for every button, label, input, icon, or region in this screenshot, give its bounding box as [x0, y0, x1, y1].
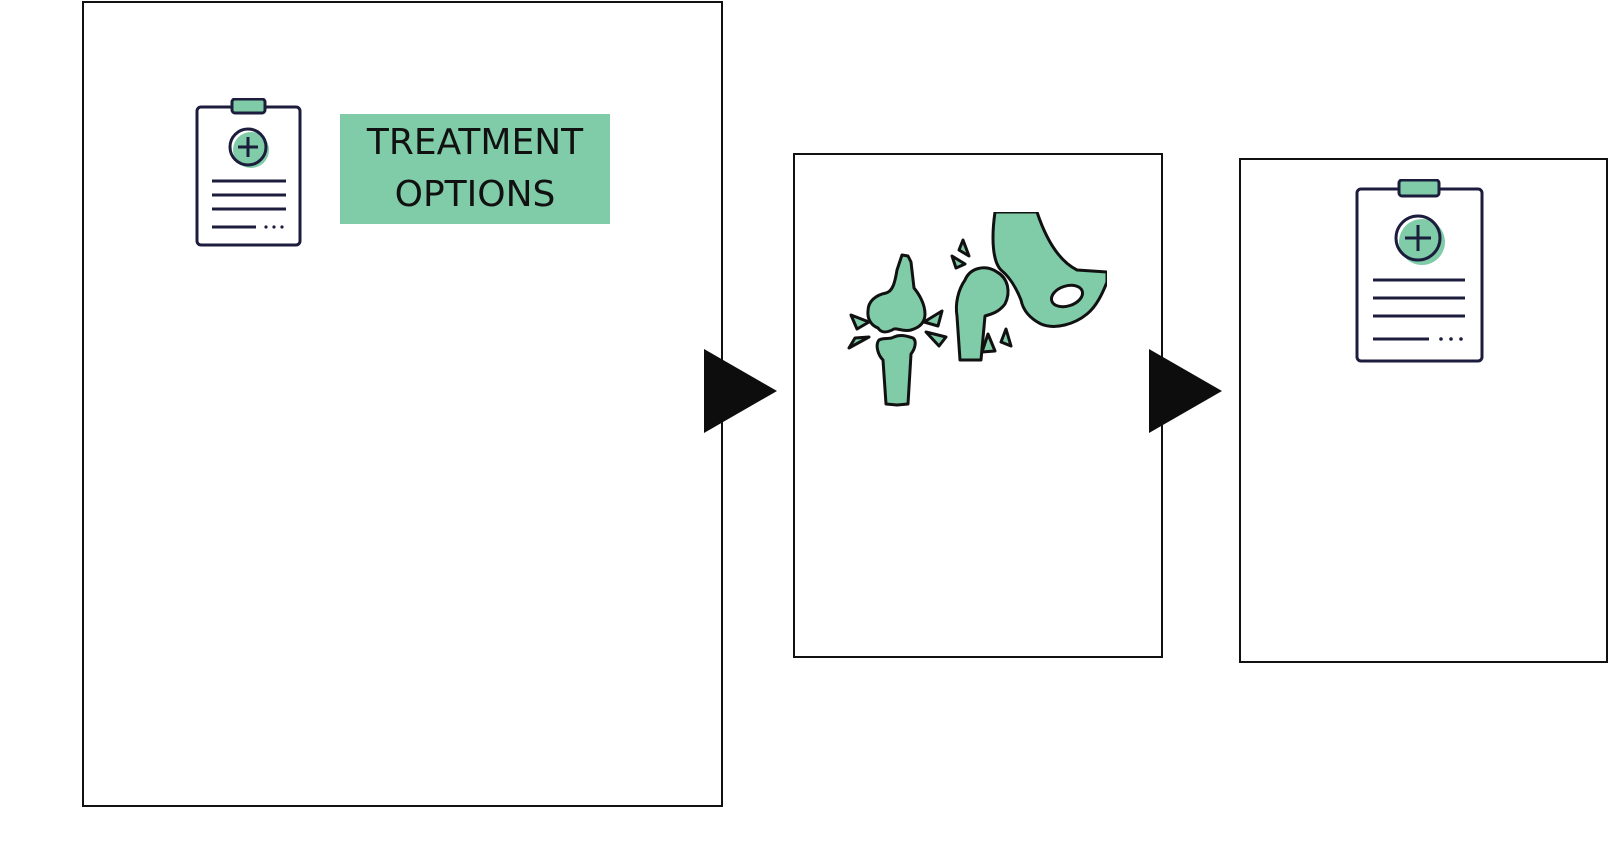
arrow-right-icon: [1149, 349, 1222, 433]
arrow-right-icon: [704, 349, 777, 433]
panel-joint-injury: [793, 153, 1163, 658]
medical-clipboard-icon: [1355, 179, 1484, 363]
medical-clipboard-icon: [195, 98, 302, 247]
label-line-1: TREATMENT: [366, 122, 584, 163]
injured-joints-icon: [847, 212, 1107, 407]
treatment-options-label: TREATMENT OPTIONS: [340, 114, 610, 224]
label-line-2: OPTIONS: [394, 174, 556, 215]
